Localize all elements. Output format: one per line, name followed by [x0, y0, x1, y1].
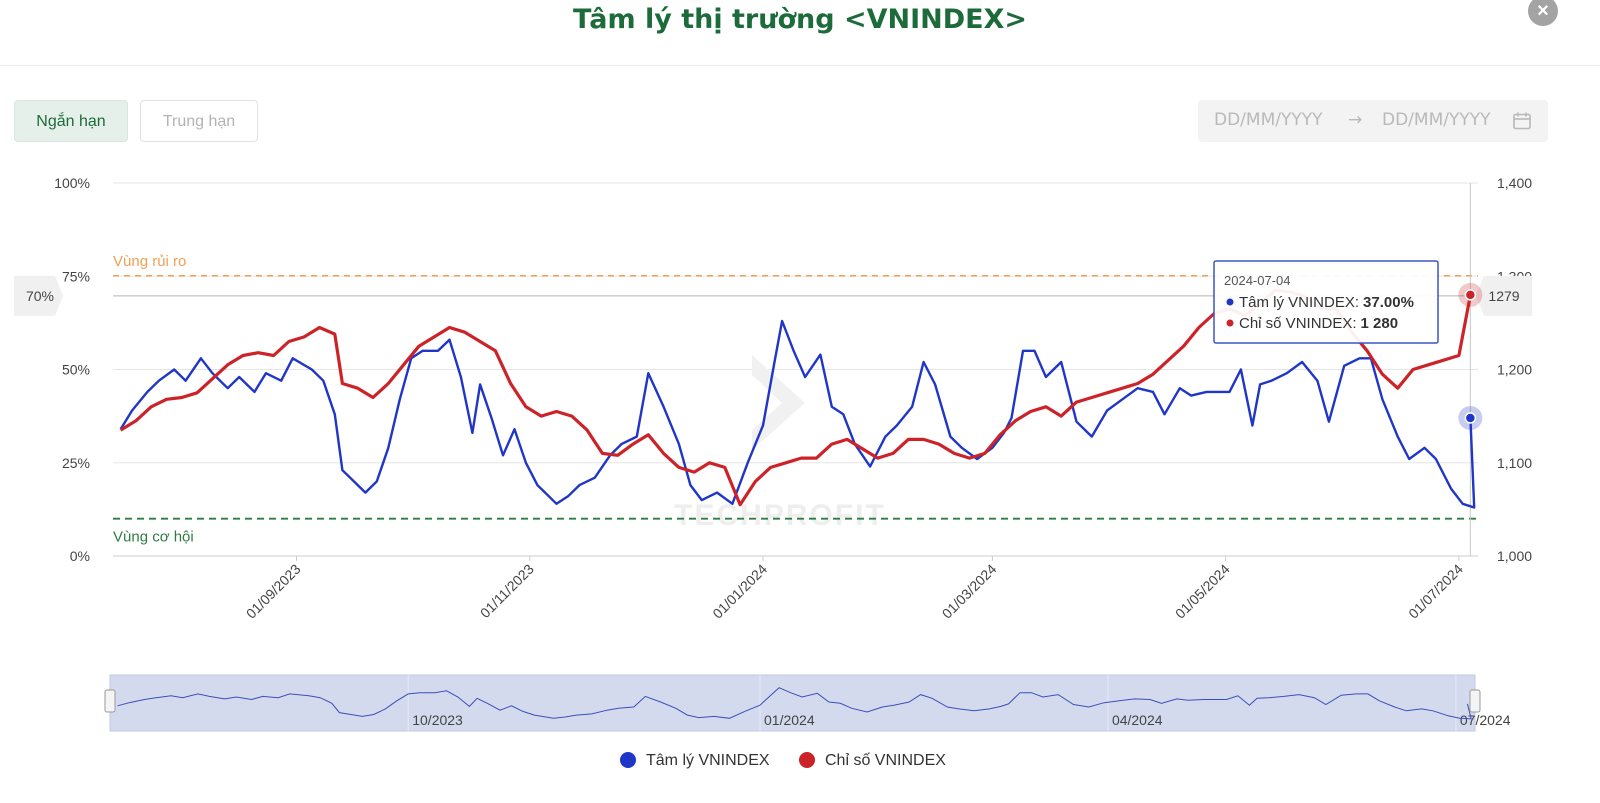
tooltip-series-value: 1 280	[1361, 315, 1399, 332]
navigator-band	[109, 674, 1476, 732]
left-axis-tick-label: 75%	[62, 268, 90, 284]
legend-sentiment-label: Tâm lý VNINDEX	[646, 752, 770, 769]
date-from-input[interactable]: DD/MM/YYYY	[1214, 110, 1323, 130]
x-axis-tick-label: 01/11/2023	[477, 561, 537, 621]
tab-short-term[interactable]: Ngắn hạn	[14, 100, 128, 142]
tooltip-series-name: Tâm lý VNINDEX	[1239, 294, 1355, 311]
navigator-label: 04/2024	[1112, 712, 1163, 728]
page-title: Tâm lý thị trường <VNINDEX>	[572, 4, 1028, 35]
date-range-picker[interactable]: DD/MM/YYYY → DD/MM/YYYY	[1198, 100, 1548, 142]
sentiment-chart[interactable]: 0%25%50%75%100%1,0001,1001,2001,3001,400…	[0, 160, 1600, 750]
tooltip-date: 2024-07-04	[1224, 273, 1291, 288]
date-range-arrow: →	[1348, 110, 1363, 130]
left-axis-tick-label: 50%	[62, 362, 90, 378]
navigator-series-line	[117, 687, 1472, 720]
tooltip-marker	[1226, 298, 1234, 306]
x-axis-tick-label: 01/07/2024	[1405, 561, 1466, 622]
crosshair-left-badge	[14, 275, 63, 316]
watermark-logo	[752, 355, 805, 450]
right-axis-tick-label: 1,400	[1497, 175, 1532, 191]
tooltip-separator: :	[1352, 315, 1356, 332]
tooltip-row: Chỉ số VNINDEX: 1 280	[1239, 315, 1398, 332]
tooltip-separator: :	[1355, 294, 1359, 311]
navigator-label: 07/2024	[1460, 712, 1511, 728]
tooltip-row: Tâm lý VNINDEX: 37.00%	[1239, 294, 1414, 311]
tooltip-series-value: 37.00%	[1363, 294, 1414, 311]
right-axis-tick-label: 1,200	[1497, 362, 1532, 378]
x-axis-tick-label: 01/03/2024	[939, 561, 1000, 622]
close-icon[interactable]: ×	[1528, 0, 1558, 26]
crosshair-right-badge	[1476, 275, 1532, 316]
left-axis-tick-label: 0%	[70, 548, 90, 564]
date-to-input[interactable]: DD/MM/YYYY	[1382, 110, 1491, 130]
legend-sentiment-marker	[620, 752, 636, 768]
legend-item-index[interactable]: Chỉ số VNINDEX	[799, 752, 946, 770]
navigator-left-handle[interactable]	[104, 689, 116, 713]
tooltip-box	[1213, 260, 1439, 344]
legend-index-label: Chỉ số VNINDEX	[825, 752, 946, 769]
right-axis-tick-label: 1,000	[1497, 548, 1532, 564]
left-axis-tick-label: 100%	[54, 175, 90, 191]
tooltip-series-name: Chỉ số VNINDEX	[1239, 315, 1352, 332]
crosshair-right-label: 1279	[1488, 288, 1519, 304]
x-axis-tick-label: 01/01/2024	[709, 561, 770, 622]
legend-index-marker	[799, 752, 815, 768]
tooltip-marker	[1226, 319, 1234, 327]
index-hover-point	[1464, 289, 1477, 301]
calendar-icon[interactable]	[1512, 111, 1532, 131]
x-axis-tick-label: 01/09/2023	[243, 561, 304, 622]
navigator-label: 10/2023	[412, 712, 463, 728]
opportunity-zone-label: Vùng cơ hội	[113, 529, 194, 546]
header-divider	[0, 65, 1600, 66]
crosshair-left-label: 70%	[26, 288, 54, 304]
x-axis-tick-label: 01/05/2024	[1172, 561, 1233, 622]
sentiment-series-line	[119, 319, 1476, 509]
sentiment-hover-point	[1464, 412, 1477, 424]
tab-mid-term[interactable]: Trung hạn	[140, 100, 258, 142]
navigator-right-handle[interactable]	[1469, 689, 1481, 713]
left-axis-tick-label: 25%	[62, 455, 90, 471]
watermark-text: TECHPROFIT	[674, 499, 886, 532]
risk-zone-label: Vùng rủi ro	[113, 253, 186, 270]
navigator-label: 01/2024	[764, 712, 815, 728]
right-axis-tick-label: 1,100	[1497, 455, 1532, 471]
legend-item-sentiment[interactable]: Tâm lý VNINDEX	[620, 752, 770, 770]
